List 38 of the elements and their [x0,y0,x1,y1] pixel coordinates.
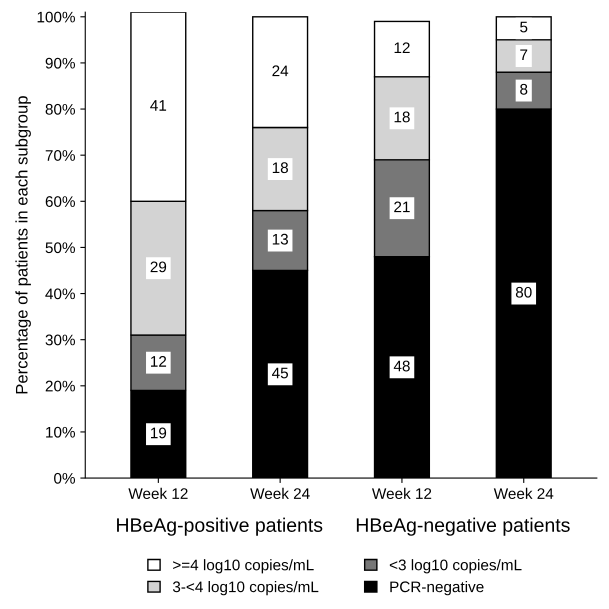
data-label: 29 [150,261,166,272]
y-tick-label: 20% [46,380,75,392]
y-tick-label: 80% [46,104,75,115]
y-tick-label: 50% [46,242,75,254]
x-tick-label: Week 12 [128,488,188,500]
data-label: 18 [272,162,288,174]
data-label: 7 [520,49,528,60]
legend-label: <3 log10 copies/mL [390,559,522,574]
data-label: 13 [272,234,288,245]
y-tick-label: 70% [46,150,75,161]
x-tick-label: Week 12 [372,488,432,500]
data-label: 45 [272,368,288,378]
legend-label: PCR-negative [390,581,484,596]
x-tick-label: Week 24 [494,488,554,500]
legend-label: >=4 log10 copies/mL [173,559,314,574]
y-tick-label: 0% [54,472,75,484]
data-label: 41 [150,100,166,111]
data-label: 18 [394,112,410,122]
data-label: 5 [520,22,528,32]
data-label: 12 [394,42,410,54]
text: HBeAg-negative patients [356,518,570,536]
data-label: 24 [272,65,288,76]
y-tick-label: 30% [46,334,75,346]
y-tick-label: 40% [45,288,75,300]
data-label: 21 [394,202,410,212]
y-tick-label: 100% [38,12,75,22]
y-tick-label: 60% [46,196,75,207]
y-tick-label: 10% [46,426,75,438]
x-tick-label: Week 24 [250,488,310,500]
legend-label: 3-<4 log10 copies/mL [172,581,318,596]
data-label: 8 [520,84,528,95]
data-label: 19 [151,428,166,438]
data-label: 12 [151,356,166,367]
y-axis-title: Percentage of patients in each subgroup [15,96,31,394]
text: HBeAg-positive patients [117,518,322,536]
data-label: 48 [394,360,410,372]
data-label: 80 [516,286,532,298]
y-tick-label: 90% [46,58,75,69]
